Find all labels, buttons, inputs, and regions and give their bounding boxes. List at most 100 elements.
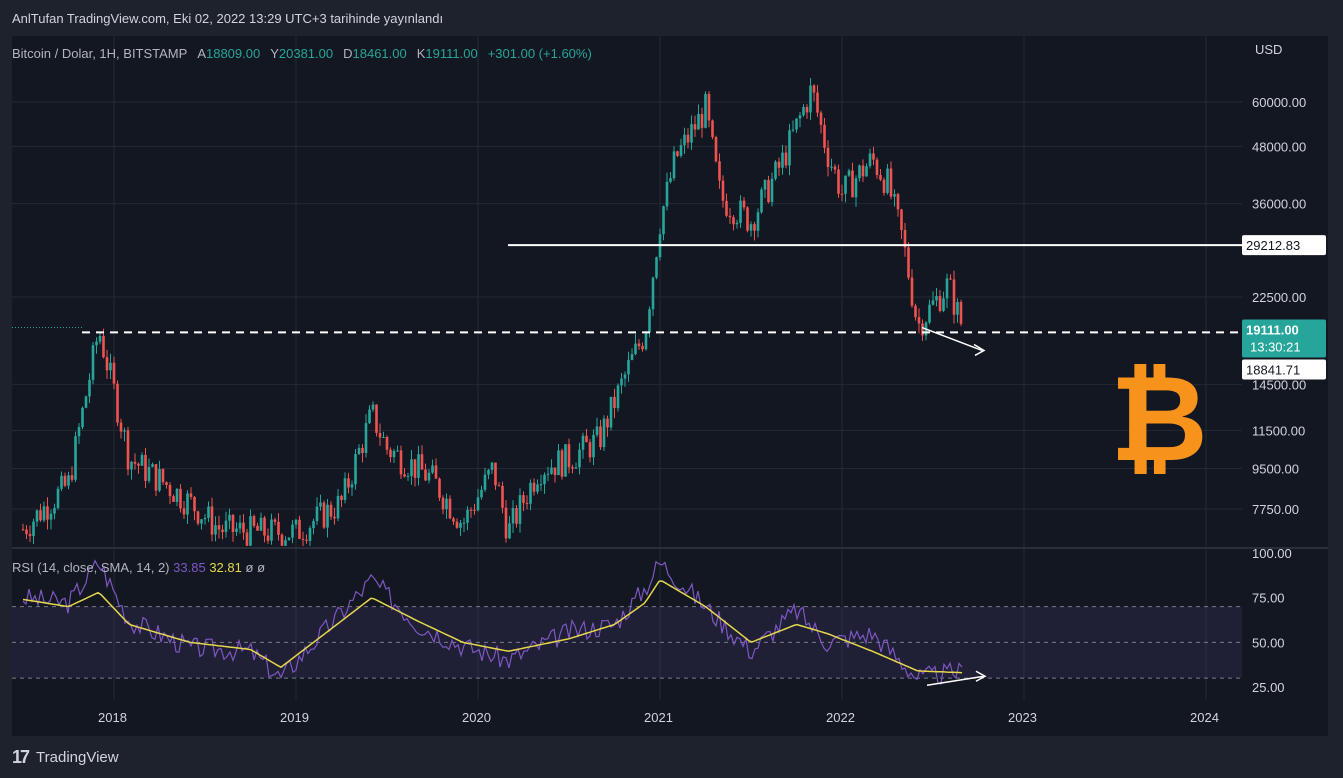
candle-body: [602, 418, 606, 448]
candle-body: [515, 508, 518, 524]
candle-body: [564, 444, 567, 477]
candle-body: [424, 469, 427, 481]
price-tick-label: 11500.00: [1252, 424, 1305, 439]
candle-body: [123, 430, 126, 432]
candle-body: [28, 534, 32, 537]
rsi-sma-line: [22, 580, 963, 674]
candle-body: [938, 296, 942, 311]
candle-body: [900, 209, 903, 230]
candle-body: [480, 489, 483, 498]
candle-body: [581, 435, 585, 450]
candle-body: [861, 165, 865, 177]
candle-body: [434, 465, 438, 479]
candle-body: [189, 493, 193, 497]
candle-body: [427, 472, 431, 481]
candle-body: [179, 488, 182, 509]
tradingview-logo-icon: 17: [12, 746, 30, 767]
low-label: D: [343, 46, 353, 61]
candle-body: [126, 430, 130, 470]
price-legend: Bitcoin / Dolar, 1H, BITSTAMP A 18809.00…: [12, 46, 592, 61]
candle-body: [574, 467, 578, 469]
footer-brand: TradingView: [36, 748, 119, 766]
candle-body: [910, 277, 914, 306]
candle-body: [462, 522, 466, 524]
candle-body: [396, 450, 399, 452]
candle-body: [907, 247, 910, 278]
candle-body: [371, 404, 375, 410]
candle-body: [196, 511, 200, 524]
candle-body: [854, 178, 858, 198]
rsi-divergence-arrow: [926, 675, 985, 686]
candle-body: [151, 464, 154, 467]
currency-label: USD: [1255, 42, 1282, 57]
candle-body: [816, 92, 819, 113]
candle-body: [784, 152, 788, 166]
candle-body: [60, 475, 63, 489]
candle-body: [193, 496, 196, 512]
candle-body: [896, 194, 900, 210]
candle-body: [595, 426, 599, 435]
candle-body: [679, 145, 683, 156]
chart-area[interactable]: USD 60000.00 48000.00 36000.00 22500.00 14500…: [12, 36, 1328, 736]
candle-body: [704, 93, 707, 128]
candle-body: [312, 521, 315, 529]
candle-body: [616, 385, 620, 409]
candle-body: [690, 124, 693, 143]
candle-body: [791, 129, 795, 131]
candle-body: [448, 498, 452, 519]
candle-body: [77, 427, 81, 437]
candle-body: [214, 525, 217, 535]
candle-body: [319, 502, 322, 507]
candle-body: [490, 462, 494, 470]
rsi-arrow-head: [975, 670, 987, 682]
candle-body: [112, 362, 116, 384]
time-tick-label: 2023: [1008, 710, 1037, 725]
candle-body: [95, 341, 98, 346]
candle-body: [88, 379, 91, 397]
candle-body: [851, 170, 854, 198]
candle-body: [228, 514, 231, 521]
candle-body: [308, 528, 312, 541]
price-tick-label: 36000.00: [1252, 197, 1306, 212]
countdown-label: 13:30:21: [1250, 340, 1301, 355]
price-tick-label: 48000.00: [1252, 139, 1306, 154]
candle-body: [875, 159, 879, 176]
candle-body: [634, 343, 637, 355]
rsi-value: 33.85: [173, 560, 206, 575]
chart-svg[interactable]: USD 60000.00 48000.00 36000.00 22500.00 14500…: [12, 36, 1328, 736]
rsi-name: RSI (14, close, SMA, 14, 2): [12, 560, 170, 575]
candle-body: [347, 478, 350, 488]
candle-body: [74, 436, 77, 480]
candle-body: [186, 493, 189, 515]
candle-body: [942, 298, 945, 311]
price-tick-label: 14500.00: [1252, 377, 1306, 392]
open-value: 18809.00: [205, 46, 261, 61]
candle-body: [767, 179, 770, 203]
candle-body: [207, 506, 210, 518]
candle-body: [742, 200, 746, 208]
candle-body: [651, 277, 655, 310]
candle-body: [837, 169, 840, 194]
candle-body: [322, 502, 326, 528]
open-label: A: [197, 46, 206, 61]
rsi-tick-label: 75.00: [1252, 591, 1285, 606]
candle-body: [291, 524, 294, 538]
candle-body: [655, 257, 658, 278]
candle-body: [98, 335, 102, 342]
candle-body: [301, 538, 305, 540]
candle-body: [700, 113, 704, 128]
candle-body: [627, 359, 630, 375]
candle-body: [336, 495, 340, 519]
candle-body: [431, 465, 434, 473]
candle-body: [588, 442, 592, 458]
candle-body: [518, 495, 522, 524]
symbol-label: Bitcoin / Dolar, 1H, BITSTAMP: [12, 46, 188, 61]
candle-body: [452, 518, 455, 522]
low-value: 18461.00: [352, 46, 407, 61]
candle-body: [847, 170, 851, 176]
candle-body: [476, 497, 480, 511]
candle-body: [46, 506, 49, 520]
candle-body: [315, 506, 319, 522]
candle-body: [802, 107, 805, 116]
candle-body: [238, 522, 242, 529]
